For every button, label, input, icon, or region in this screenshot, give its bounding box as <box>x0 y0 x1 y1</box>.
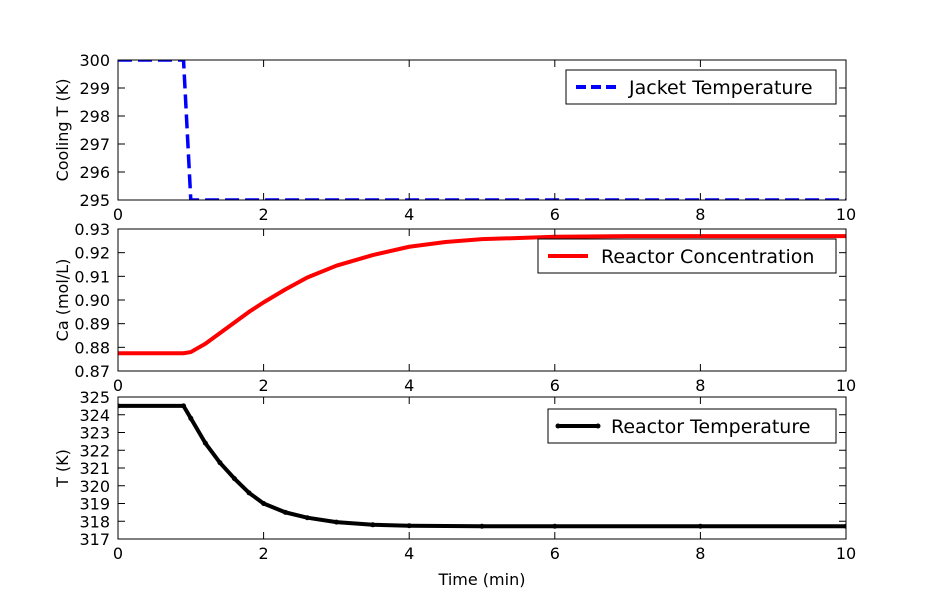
x-tick-label: 2 <box>259 205 269 224</box>
subplot-2: 0 2 4 6 8 10 0.87 0.88 0.89 0.90 0.91 0.92 0.93 Ca (m… <box>53 220 856 395</box>
x-tick-label: 10 <box>836 544 856 563</box>
y-tick-label: 296 <box>79 163 110 182</box>
y-tick-label: 320 <box>79 477 110 496</box>
x-axis-label: Time (min) <box>438 570 526 589</box>
legend-label: Reactor Concentration <box>601 246 814 268</box>
x-tick-label: 2 <box>259 544 269 563</box>
x-tick-label: 4 <box>404 376 414 395</box>
y-axis-label: Cooling T (K) <box>53 79 72 182</box>
y-tick-label: 325 <box>79 388 110 407</box>
x-tick-label: 6 <box>550 544 560 563</box>
legend-swatch-point <box>595 423 601 429</box>
y-tick-label: 318 <box>79 512 110 531</box>
y-tick-label: 317 <box>79 530 110 549</box>
series-point <box>333 519 339 525</box>
series-point <box>246 490 252 496</box>
series-point <box>843 523 846 529</box>
y-tick-label: 0.88 <box>74 338 110 357</box>
y-tick-label: 0.91 <box>74 267 110 286</box>
series-point <box>188 415 194 421</box>
series-point <box>479 523 485 529</box>
series-point <box>231 476 237 482</box>
legend: Reactor Temperature <box>547 408 837 444</box>
series-point <box>552 523 558 529</box>
x-tick-label: 0 <box>113 376 123 395</box>
subplot-1: 0 2 4 6 8 10 295 296 297 298 299 300 Cooling T (K) Ja… <box>53 51 856 224</box>
series-point <box>304 515 310 521</box>
x-tick-label: 2 <box>259 376 269 395</box>
y-axis-label: Ca (mol/L) <box>53 259 72 342</box>
x-tick-label: 8 <box>695 544 705 563</box>
x-tick-label: 4 <box>404 544 414 563</box>
y-tick-label: 298 <box>79 107 110 126</box>
series-point <box>406 523 412 529</box>
legend-label: Jacket Temperature <box>628 77 813 99</box>
series-point <box>202 440 208 446</box>
series-line-1 <box>118 234 846 356</box>
axes-frame <box>117 59 847 201</box>
legend-swatch-point <box>555 423 561 429</box>
x-tick-label: 6 <box>550 376 560 395</box>
y-tick-label: 0.87 <box>74 362 110 381</box>
x-tick-label: 6 <box>550 205 560 224</box>
y-tick-label: 324 <box>79 406 110 425</box>
legend: Reactor Concentration <box>537 238 837 274</box>
y-axis-label: T (K) <box>53 449 72 488</box>
y-tick-label: 297 <box>79 135 110 154</box>
y-tick-label: 300 <box>79 51 110 70</box>
x-tick-label: 0 <box>113 544 123 563</box>
x-tick-label: 8 <box>695 205 705 224</box>
y-tick-label: 323 <box>79 424 110 443</box>
legend-label: Reactor Temperature <box>611 416 810 438</box>
y-tick-label: 0.90 <box>74 291 110 310</box>
series-point <box>282 509 288 515</box>
series-point <box>118 403 121 409</box>
series-point <box>217 460 223 466</box>
y-tick-label: 319 <box>79 495 110 514</box>
series-point <box>697 523 703 529</box>
legend: Jacket Temperature <box>565 69 837 105</box>
y-tick-label: 322 <box>79 441 110 460</box>
x-tick-label: 10 <box>836 376 856 395</box>
x-tick-label: 4 <box>404 205 414 224</box>
subplots: 0 2 4 6 8 10 295 296 297 298 299 300 Cooling T (K) Ja… <box>53 51 856 589</box>
y-tick-label: 295 <box>79 191 110 210</box>
series-point <box>261 501 267 506</box>
y-tick-label: 299 <box>79 79 110 98</box>
x-tick-label: 10 <box>836 205 856 224</box>
y-tick-label: 0.89 <box>74 315 110 334</box>
y-tick-label: 321 <box>79 459 110 478</box>
series-point <box>181 403 187 409</box>
x-tick-label: 8 <box>695 376 705 395</box>
y-tick-label: 0.93 <box>74 220 110 239</box>
y-tick-label: 0.92 <box>74 244 110 263</box>
series-point <box>370 522 376 528</box>
x-tick-label: 0 <box>113 205 123 224</box>
